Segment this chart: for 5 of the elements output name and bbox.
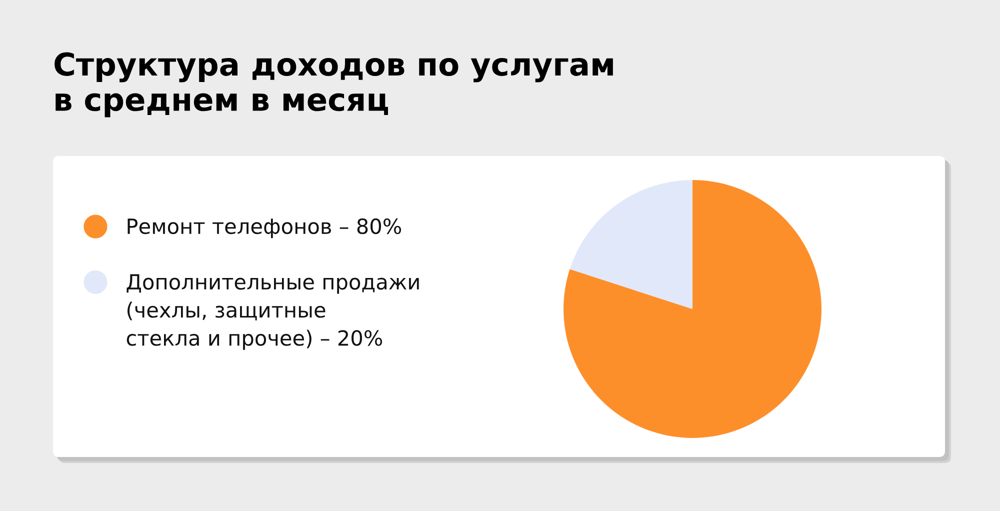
- pie-slice: [570, 180, 692, 309]
- legend-label: Ремонт телефонов – 80%: [128, 218, 402, 238]
- pie-slice: [564, 180, 822, 438]
- chart-title: Структура доходов по услугам в среднем в месяц: [54, 52, 613, 118]
- legend-label: Дополнительные продажи (чехлы, защитные стекла и прочее) – 20%: [126, 274, 419, 350]
